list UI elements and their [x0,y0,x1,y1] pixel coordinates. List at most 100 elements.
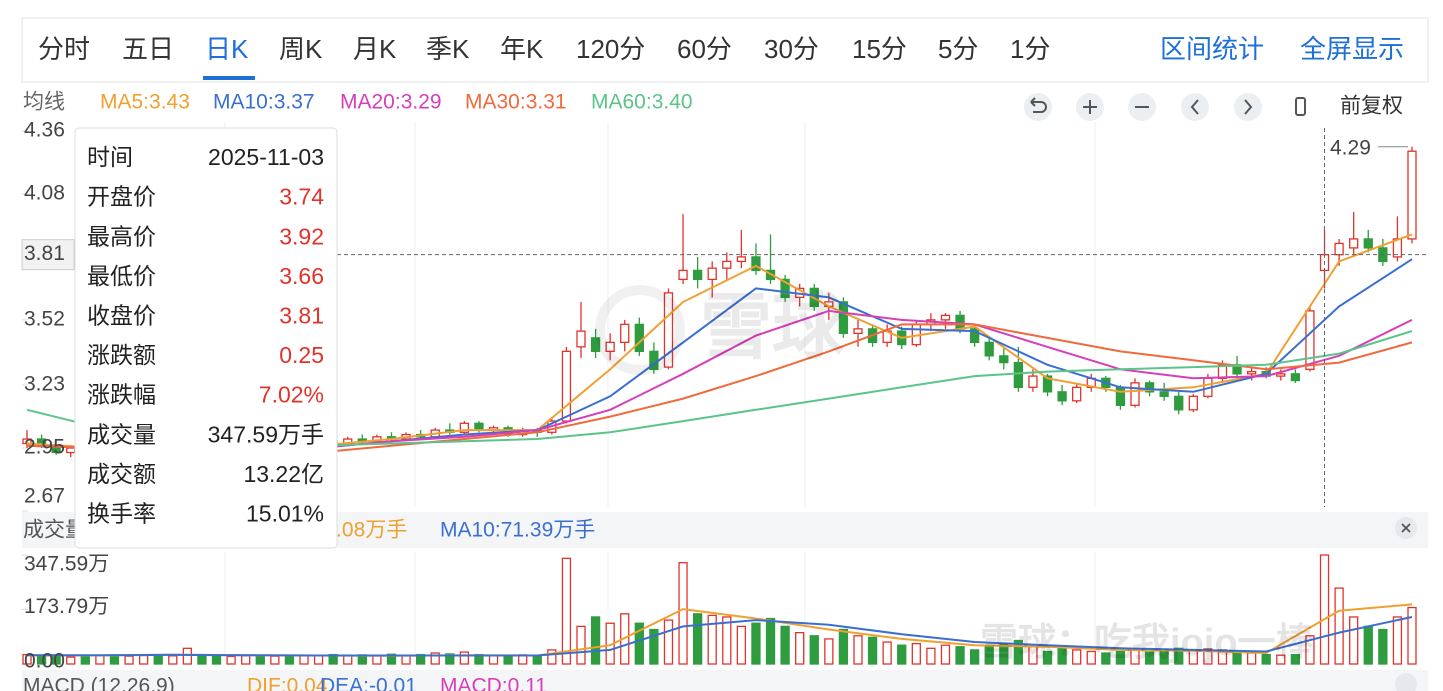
candle-icon[interactable] [1295,97,1306,116]
volume-bar [313,654,324,665]
y-tick-label: 4.08 [24,182,65,205]
tab[interactable]: 年K [500,34,544,64]
volume-bar [736,625,747,665]
tooltip-value: 2025-11-03 [208,144,324,170]
tooltip-label: 换手率 [87,500,156,526]
undo-button[interactable] [1024,93,1052,121]
volume-bar [1261,653,1271,665]
volume-bar [241,655,251,665]
volume-bar [809,635,819,665]
volume-ma-line [27,616,1413,657]
volume-bar [95,655,105,665]
volume-bar [897,644,907,665]
volume-bar [882,641,892,665]
volume-bar [182,647,193,665]
candle-body [1246,370,1257,375]
candle-body [678,269,688,281]
candle-body [853,328,863,335]
volume-bar [590,616,601,665]
y-tick-label: 2.95 [24,436,65,459]
undo-icon [1030,97,1047,113]
candle-body [634,323,644,353]
volume-bar [1290,653,1301,665]
volume-bar [751,622,761,665]
ma-legend-item: MA30:3.31 [465,91,567,114]
volume-tick-label: 173.79万 [24,595,109,618]
tab[interactable]: 季K [426,34,470,64]
adjust-mode[interactable]: 前复权 [1340,95,1403,118]
tooltip-value: 13.22亿 [243,461,324,487]
tooltip-value: 3.74 [279,184,324,210]
macd-legend-item: MACD (12,26,9) [23,675,175,691]
candle-body [1028,375,1038,388]
candle-body [561,350,572,422]
candle-body [1334,242,1344,256]
volume-bar [255,654,265,665]
candle-body [999,355,1009,364]
candle-body [1130,382,1140,406]
volume-bar [853,635,863,665]
volume-bar [1319,554,1330,665]
y-tick-label: 2.67 [24,485,65,508]
volume-bar [926,647,936,665]
volume-bar [634,622,644,665]
volume-bar [1144,651,1155,665]
scroll-left-button[interactable] [1181,93,1209,121]
candle-body [780,278,790,299]
range-stats-button[interactable]: 区间统计 [1160,34,1264,64]
tab[interactable]: 60分 [677,34,732,64]
tab[interactable]: 30分 [764,34,819,64]
tab[interactable]: 120分 [576,34,645,64]
tooltip-label: 开盘价 [87,184,156,210]
volume-tick-label: 347.59万 [24,553,109,576]
volume-bar [867,636,878,665]
tab[interactable]: 分时 [38,34,90,64]
watermark-footer: 雪球：吃我jojo一棒 [980,622,1315,664]
candle-body [663,292,674,368]
macd-legend-item: DIF:0.04 [247,675,328,691]
volume-bar [1086,650,1096,665]
y-tick-label: 3.81 [24,242,65,265]
ma-legend-item: MA20:3.29 [340,91,442,114]
candle-body [838,301,849,335]
volume-bar [299,655,309,665]
volume-bar [124,655,134,665]
volume-bar [445,653,455,665]
volume-bar [430,652,440,665]
volume-bar [80,655,90,665]
volume-bar [649,628,659,665]
volume-bar [1363,625,1373,665]
tab[interactable]: 月K [353,34,397,64]
y-tick-label: 4.36 [24,119,65,142]
tooltip-label: 涨跌额 [87,342,156,368]
candle-body [969,328,980,344]
candle-body [1188,395,1198,411]
volume-bar [503,655,513,665]
fullscreen-button[interactable]: 全屏显示 [1300,34,1404,64]
tooltip-value: 3.66 [279,263,324,289]
tab[interactable]: 5分 [938,34,978,64]
candle-body [1349,238,1359,249]
candle-body [1042,375,1053,393]
max-marker-label: 4.29 [1330,136,1371,159]
tab[interactable]: 五日 [122,34,174,64]
volume-bar [795,631,805,665]
volume-bar [488,654,499,665]
tab[interactable]: 1分 [1010,34,1050,64]
volume-bar [838,628,849,665]
volume-bar [532,654,542,665]
volume-bar [1349,616,1359,665]
volume-bar [561,557,572,665]
close-macd-button[interactable] [1395,673,1417,691]
tab[interactable]: 15分 [852,34,907,64]
volume-bar [940,644,951,665]
tooltip-label: 最低价 [87,263,156,289]
scroll-right-button[interactable] [1234,93,1262,121]
watermark-logo [595,285,685,375]
candle-body [605,341,615,353]
volume-bar [707,614,717,665]
volume-bar [911,642,921,665]
tab[interactable]: 日K [205,34,249,64]
tab[interactable]: 周K [279,34,323,64]
